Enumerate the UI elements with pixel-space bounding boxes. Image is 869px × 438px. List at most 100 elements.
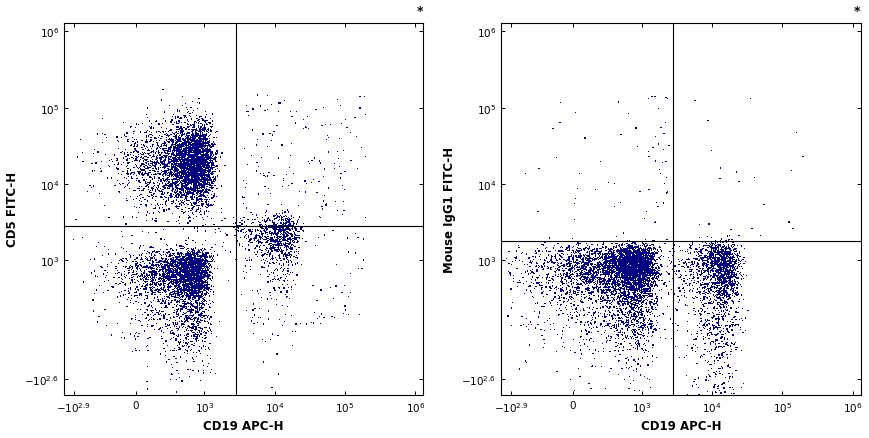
Point	[718, 288, 732, 295]
Point	[182, 274, 196, 281]
Point	[594, 322, 607, 329]
Point	[597, 261, 611, 268]
Point	[642, 263, 656, 270]
Point	[641, 321, 655, 328]
Point	[641, 259, 655, 266]
Point	[186, 279, 200, 286]
Point	[169, 205, 183, 212]
Point	[280, 254, 294, 261]
Point	[723, 278, 737, 285]
Point	[169, 306, 183, 313]
Point	[587, 285, 600, 292]
Point	[191, 318, 205, 325]
Point	[207, 160, 221, 167]
Point	[624, 250, 638, 257]
Point	[171, 331, 185, 338]
Point	[652, 277, 666, 284]
Point	[139, 202, 153, 209]
Point	[586, 247, 600, 254]
Point	[169, 263, 182, 270]
Point	[574, 274, 588, 281]
Point	[576, 277, 590, 284]
Point	[154, 300, 168, 307]
Point	[596, 297, 610, 304]
Point	[728, 313, 742, 320]
Point	[135, 251, 149, 258]
Point	[199, 269, 213, 276]
Point	[620, 262, 634, 269]
Point	[683, 282, 697, 289]
Point	[199, 257, 213, 264]
Point	[160, 131, 174, 138]
Point	[196, 273, 210, 280]
Point	[620, 272, 634, 279]
Point	[146, 304, 160, 311]
Point	[622, 254, 636, 261]
Point	[174, 165, 188, 172]
Point	[144, 251, 158, 258]
Point	[594, 255, 607, 262]
Point	[144, 314, 158, 321]
Point	[623, 253, 637, 260]
Point	[672, 300, 686, 307]
Point	[623, 309, 637, 316]
Point	[643, 321, 657, 328]
Point	[631, 250, 645, 257]
Point	[611, 257, 625, 264]
Point	[270, 351, 284, 358]
Point	[181, 348, 195, 355]
Point	[726, 289, 740, 296]
Point	[183, 280, 197, 287]
Point	[268, 217, 282, 224]
Point	[697, 265, 711, 272]
Point	[599, 283, 613, 290]
Point	[204, 176, 218, 183]
Point	[692, 264, 706, 271]
Point	[196, 152, 210, 159]
Point	[180, 195, 194, 202]
Point	[144, 308, 158, 315]
Point	[278, 226, 292, 233]
Point	[231, 225, 245, 232]
Point	[176, 153, 190, 160]
Point	[207, 256, 221, 263]
Point	[579, 255, 593, 262]
Point	[624, 257, 638, 264]
Point	[527, 253, 541, 260]
Point	[658, 336, 672, 343]
Point	[638, 350, 652, 357]
Point	[644, 271, 658, 278]
Point	[712, 249, 726, 256]
Point	[636, 286, 650, 293]
Point	[183, 146, 197, 153]
Point	[200, 283, 214, 290]
Point	[184, 328, 198, 335]
Point	[197, 261, 211, 268]
Point	[645, 258, 659, 265]
Point	[620, 269, 634, 276]
Point	[197, 184, 211, 191]
Point	[570, 242, 584, 249]
Point	[182, 284, 196, 291]
Point	[729, 272, 743, 279]
Point	[172, 305, 186, 312]
Point	[268, 230, 282, 237]
Point	[262, 316, 275, 323]
Point	[187, 165, 201, 172]
Point	[193, 278, 207, 285]
Point	[169, 194, 183, 201]
Point	[740, 272, 753, 279]
Point	[185, 282, 199, 289]
Point	[198, 343, 212, 350]
Point	[713, 273, 727, 280]
Point	[167, 297, 181, 304]
Point	[181, 110, 195, 117]
Point	[187, 166, 201, 173]
Point	[580, 261, 594, 268]
Point	[259, 339, 273, 346]
Point	[187, 303, 201, 310]
Point	[192, 280, 206, 287]
Point	[201, 258, 215, 265]
Point	[175, 181, 189, 188]
Point	[713, 370, 727, 377]
